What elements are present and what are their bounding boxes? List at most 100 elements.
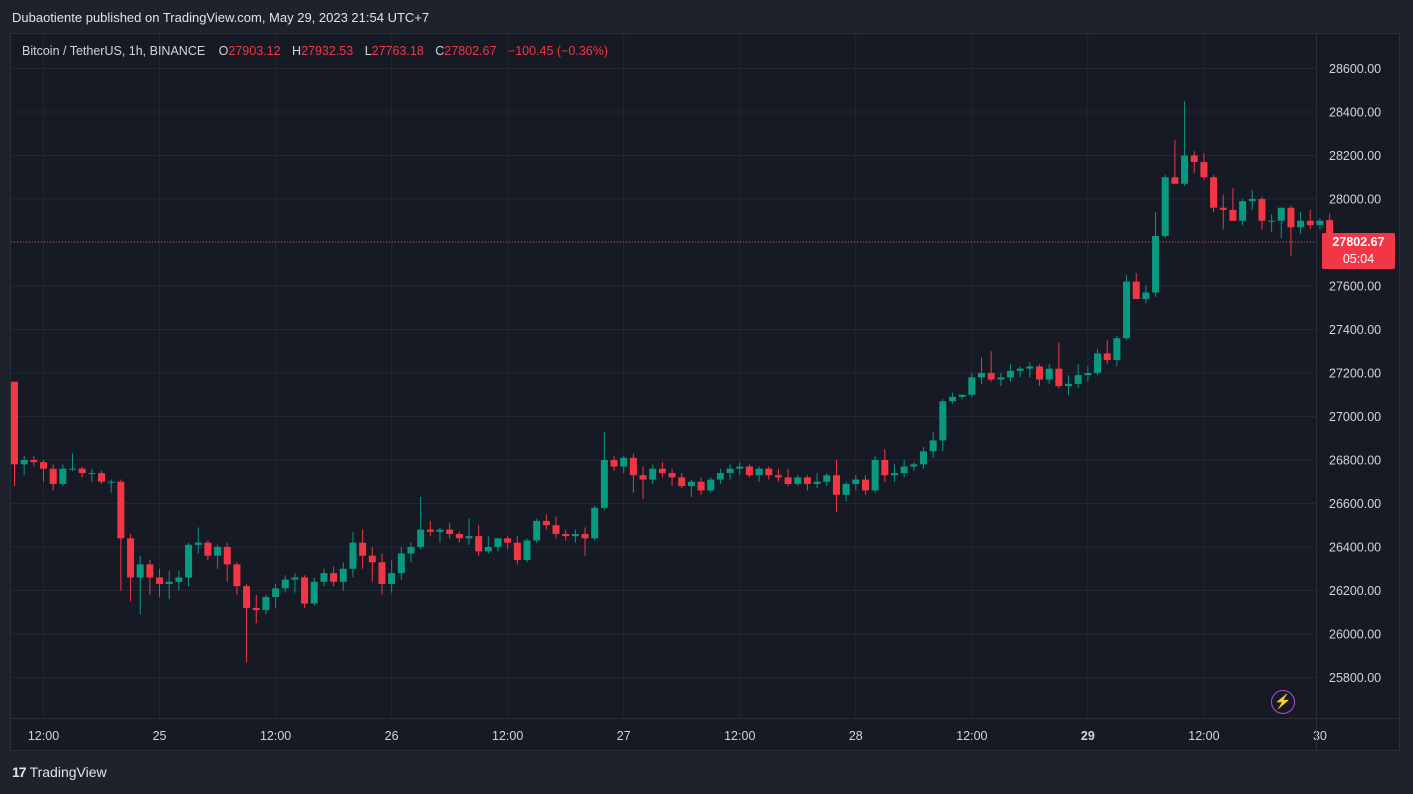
candle-body	[1268, 220, 1276, 222]
candle-body	[890, 473, 898, 476]
candle-body	[562, 533, 570, 537]
candle-body	[668, 473, 676, 478]
x-tick-label: 12:00	[260, 729, 291, 743]
candle-body	[513, 542, 521, 561]
candle-body	[823, 475, 831, 482]
candle-body	[900, 466, 908, 474]
candle-body	[716, 473, 724, 480]
candle-body	[127, 538, 135, 578]
candle-body	[803, 477, 811, 484]
candle-body	[736, 466, 744, 469]
candle-body	[1258, 199, 1266, 221]
close-label: C	[435, 44, 445, 58]
lightning-icon[interactable]: ⚡	[1271, 690, 1295, 714]
candle-body	[794, 477, 802, 484]
candle-body	[939, 401, 947, 441]
candle-body	[745, 466, 753, 476]
candle-body	[98, 473, 106, 482]
candle-body	[359, 542, 367, 556]
candle-body	[1297, 220, 1305, 228]
candle-body	[426, 529, 434, 532]
candle-body	[330, 573, 338, 582]
candle-body	[1065, 383, 1073, 387]
symbol-name[interactable]: Bitcoin / TetherUS, 1h, BINANCE	[22, 44, 206, 58]
candle-body	[30, 460, 38, 463]
candle-body	[1094, 353, 1102, 373]
candle-body	[146, 564, 154, 578]
y-tick-label: 26000.00	[1329, 628, 1381, 642]
high-value: 27932.53	[301, 44, 354, 58]
candle-body	[1161, 177, 1169, 236]
tradingview-brand[interactable]: 17 TradingView	[12, 764, 107, 780]
candle-body	[1181, 155, 1189, 184]
candle-body	[658, 468, 666, 474]
candle-body	[368, 555, 376, 563]
candle-body	[339, 568, 347, 582]
close-value: 27802.67	[444, 44, 497, 58]
candle-body	[455, 533, 463, 539]
candle-body	[1007, 370, 1015, 378]
candle-body	[832, 475, 840, 495]
candle-body	[301, 577, 309, 604]
candle-body	[310, 581, 318, 604]
candle-body	[910, 464, 918, 467]
candle-body	[639, 475, 647, 480]
candle-body	[620, 457, 628, 467]
candle-body	[610, 460, 618, 467]
y-tick-label: 27200.00	[1329, 367, 1381, 381]
candle-body	[1152, 235, 1160, 293]
candle-body	[1142, 292, 1150, 300]
y-tick-label: 25800.00	[1329, 671, 1381, 685]
candle-body	[417, 529, 425, 547]
candle-body	[465, 536, 473, 539]
y-tick-label: 27600.00	[1329, 280, 1381, 294]
x-tick-label: 28	[849, 729, 863, 743]
candle-body	[204, 542, 212, 556]
x-tick-label: 25	[153, 729, 167, 743]
candle-body	[117, 481, 125, 539]
candle-body	[861, 479, 869, 491]
candle-body	[571, 533, 579, 537]
candle-body	[687, 481, 695, 487]
candle-body	[49, 468, 57, 484]
candle-body	[765, 468, 773, 476]
candle-body	[629, 457, 637, 476]
candle-body	[871, 460, 879, 491]
candle-body	[165, 581, 173, 584]
candle-body	[929, 440, 937, 452]
candle-body	[987, 373, 995, 380]
candle-body	[69, 468, 77, 470]
candle-body	[1219, 207, 1227, 210]
candle-body	[484, 547, 492, 552]
candle-body	[1055, 368, 1063, 387]
candle-body	[707, 479, 715, 491]
candle-body	[175, 577, 183, 582]
chart-frame[interactable]	[10, 33, 1400, 751]
candle-body	[136, 564, 144, 578]
candle-body	[1287, 207, 1295, 228]
candle-body	[252, 607, 260, 611]
candle-body	[552, 525, 560, 534]
candle-body	[1026, 366, 1034, 369]
x-tick-label: 12:00	[724, 729, 755, 743]
candle-body	[948, 396, 956, 402]
symbol-legend: Bitcoin / TetherUS, 1h, BINANCE O27903.1…	[22, 44, 608, 58]
candle-body	[194, 542, 202, 545]
candle-body	[649, 468, 657, 480]
candle-body	[1277, 207, 1285, 221]
candle-body	[784, 477, 792, 484]
candle-body	[494, 538, 502, 547]
candle-body	[958, 394, 966, 397]
candle-body	[1123, 281, 1131, 339]
candle-body	[678, 477, 686, 487]
candle-body	[533, 520, 541, 541]
y-tick-label: 26600.00	[1329, 497, 1381, 511]
open-label: O	[218, 44, 229, 58]
candle-body	[997, 377, 1005, 380]
candle-body	[243, 586, 251, 608]
candle-body	[1113, 338, 1121, 360]
candle-body	[813, 481, 821, 484]
candle-body	[272, 588, 280, 598]
candle-body	[842, 483, 850, 495]
